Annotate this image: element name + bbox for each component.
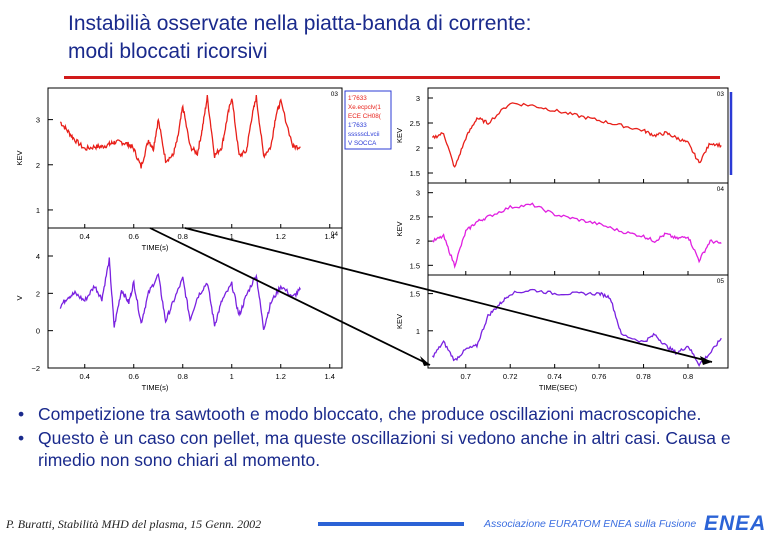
y-tick-label: 2	[36, 289, 40, 298]
y-tick-label: 2	[416, 144, 420, 153]
series-line	[59, 95, 301, 169]
series-line	[431, 202, 722, 269]
legend-entry: 1'7633	[348, 122, 367, 129]
panel-frame	[427, 182, 729, 276]
x-tick-label: 1.4	[325, 372, 335, 381]
panel-frame	[427, 274, 729, 369]
x-tick-label: 1	[230, 232, 234, 241]
panel-corner-label: 04	[331, 231, 339, 238]
footer-bar	[318, 522, 464, 526]
panel-corner-label: 05	[717, 278, 725, 285]
bullet-dot-icon: •	[18, 428, 25, 448]
bullet-text: Questo è un caso con pellet, ma queste o…	[38, 428, 731, 470]
bullet-item: • Questo è un caso con pellet, ma queste…	[18, 427, 768, 471]
x-tick-label: 0.8	[178, 232, 188, 241]
bullet-item: • Competizione tra sawtooth e modo blocc…	[18, 403, 768, 425]
x-tick-label: 1.4	[325, 232, 335, 241]
x-tick-label: 0.78	[636, 372, 651, 381]
series-line	[431, 288, 722, 367]
y-tick-label: 0	[36, 327, 40, 336]
arrowhead-icon	[420, 356, 430, 366]
panel-corner-label: 04	[717, 186, 725, 193]
y-tick-label: 3	[416, 94, 420, 103]
y-tick-label: 3	[36, 116, 40, 125]
panel-corner-label: 03	[331, 91, 339, 98]
title-line-1: Instabilià osservate nella piatta-banda …	[68, 12, 532, 35]
y-axis-label: KEV	[15, 150, 24, 165]
x-tick-label: 0.4	[80, 372, 90, 381]
arrowhead-icon	[700, 356, 712, 365]
legend-entry: 1'7633	[348, 95, 367, 102]
legend-entry: Xe.ecpclv(1	[348, 104, 381, 111]
y-tick-label: 4	[36, 252, 40, 261]
connector-arrow-right	[184, 227, 713, 363]
y-tick-label: 2.5	[410, 119, 420, 128]
x-tick-label: 0.74	[547, 372, 562, 381]
x-axis-label: TIME(s)	[142, 243, 169, 252]
x-tick-label: 1.2	[276, 372, 286, 381]
y-tick-label: 3	[416, 189, 420, 198]
y-axis-label: V	[15, 295, 24, 300]
title-underline	[64, 76, 720, 79]
y-tick-label: 2	[36, 161, 40, 170]
bullet-list: • Competizione tra sawtooth e modo blocc…	[18, 403, 768, 473]
y-axis-label: KEV	[395, 221, 404, 236]
panel-frame	[47, 87, 343, 229]
x-tick-label: 0.72	[503, 372, 518, 381]
x-tick-label: 0.8	[178, 372, 188, 381]
panel-corner-label: 03	[717, 91, 725, 98]
x-tick-label: 0.76	[592, 372, 607, 381]
y-axis-label: KEV	[395, 128, 404, 143]
y-tick-label: 1	[416, 327, 420, 336]
x-tick-label: 0.6	[129, 232, 139, 241]
enea-logo: ENEA	[704, 512, 767, 535]
x-tick-label: 0.7	[461, 372, 471, 381]
legend-entry: ssssscLvcii	[348, 131, 380, 138]
x-tick-label: 1	[230, 372, 234, 381]
x-tick-label: 1.2	[276, 232, 286, 241]
y-tick-label: 1.5	[410, 261, 420, 270]
y-tick-label: 2	[416, 237, 420, 246]
bullet-dot-icon: •	[18, 404, 25, 424]
footer-association: Associazione EURATOM ENEA sulla Fusione	[484, 518, 697, 530]
panel-frame	[427, 87, 729, 184]
x-tick-label: 0.6	[129, 372, 139, 381]
x-tick-label: 0.4	[80, 232, 90, 241]
x-axis-label: TIME(s)	[142, 383, 169, 392]
x-tick-label: 0.8	[683, 372, 693, 381]
series-line	[431, 102, 722, 168]
y-tick-label: −2	[31, 364, 40, 373]
title-line-2: modi bloccati ricorsivi	[68, 40, 268, 63]
bullet-text: Competizione tra sawtooth e modo bloccat…	[38, 404, 702, 424]
footer-author: P. Buratti, Stabilità MHD del plasma, 15…	[6, 517, 262, 531]
y-axis-label: KEV	[395, 314, 404, 329]
connector-arrow-left	[149, 227, 431, 366]
legend-entry: ECE CH08(	[348, 113, 382, 120]
legend-box	[344, 90, 392, 150]
y-tick-label: 1	[36, 206, 40, 215]
y-tick-label: 2.5	[410, 213, 420, 222]
panel-frame	[47, 227, 343, 369]
y-tick-label: 1.5	[410, 169, 420, 178]
legend-entry: V SOCCA	[348, 140, 377, 147]
slide-title: Instabilià osservate nella piatta-banda …	[68, 10, 768, 66]
y-tick-label: 1.5	[410, 290, 420, 299]
x-axis-label: TIME(SEC)	[539, 383, 578, 392]
series-line	[59, 257, 301, 331]
